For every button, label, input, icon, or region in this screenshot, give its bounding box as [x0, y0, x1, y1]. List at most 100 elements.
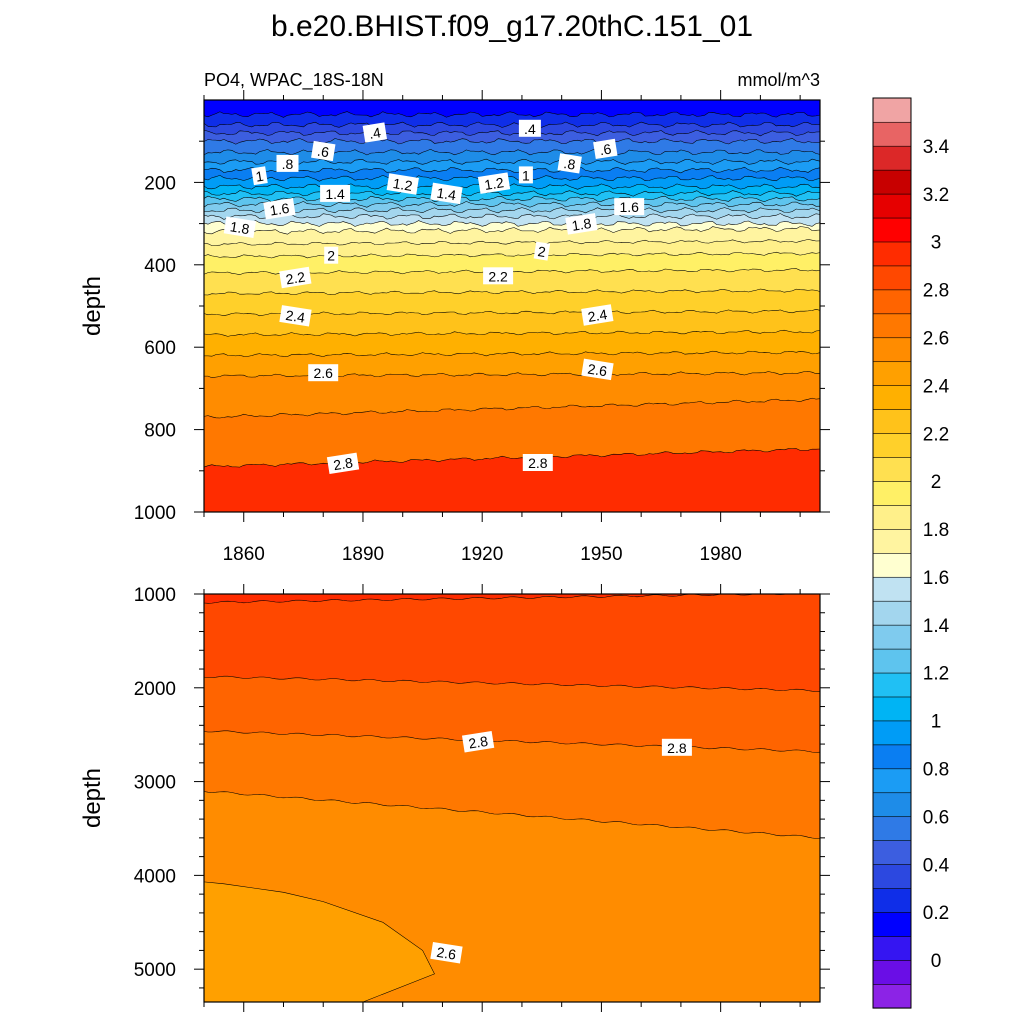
upper-contour-label-box — [324, 246, 339, 264]
upper-contour-label: 1.6 — [263, 197, 296, 220]
colorbar-tick-label: 1.4 — [923, 616, 950, 637]
upper-contour-label-text: 2.2 — [488, 268, 508, 284]
upper-contour-line — [204, 251, 820, 259]
upper-contour-line — [204, 183, 820, 190]
upper-contour-label: 2.8 — [522, 454, 553, 471]
colorbar-tick-label: 1 — [931, 712, 942, 733]
upper-contour-label: 2 — [324, 246, 339, 264]
upper-contour-label-box — [308, 364, 339, 382]
lower-contour-label-box — [461, 730, 495, 753]
upper-contour-label-box — [518, 166, 533, 184]
lower-panel-ticks: 1000 2000 3000 4000 5000 — [134, 584, 830, 1012]
upper-y-tick-label: 1000 — [134, 503, 176, 524]
upper-contour-label: 2.8 — [326, 452, 360, 475]
upper-contour-label-box — [581, 358, 614, 381]
colorbar-tick-label: 3.2 — [923, 185, 949, 206]
lower-contour-line — [204, 791, 820, 839]
lower-fill-band-26 — [204, 881, 435, 1002]
upper-contour-line — [204, 166, 820, 174]
upper-contour-label-text: 1.8 — [229, 218, 251, 237]
colorbar-frame — [872, 97, 912, 1009]
upper-contour-label-text: 2.8 — [528, 455, 548, 471]
upper-panel: .4 .4 .6 .6 .8 .8 1 1 1.2 1.2 1.4 1.4 1.6 1.6 1.8 1.8 2 2… — [79, 90, 830, 565]
upper-contour-label-text: 2.6 — [313, 365, 333, 381]
upper-contour-label-text: .8 — [563, 155, 577, 173]
upper-contour-line — [204, 174, 820, 182]
upper-contour-label-box — [320, 184, 351, 202]
upper-contour-label: 2.2 — [279, 266, 312, 289]
colorbar-swatch — [872, 217, 912, 243]
upper-contour-line — [204, 288, 820, 296]
upper-contour-label: .8 — [276, 154, 299, 172]
upper-contour-label-text: 2.2 — [285, 269, 307, 288]
lower-contour-label: 2.8 — [461, 730, 495, 753]
colorbar-tick-label: 0.6 — [923, 807, 949, 828]
upper-contour-label-box — [276, 154, 299, 172]
colorbar-swatch — [872, 720, 912, 746]
upper-contour-label-box — [311, 140, 336, 162]
upper-contour-line — [204, 195, 820, 203]
upper-y-tick-label: 600 — [144, 338, 176, 359]
colorbar-swatch — [872, 313, 912, 339]
upper-contour-line — [204, 350, 820, 357]
colorbar-swatch — [872, 169, 912, 195]
upper-contour-label-text: 2.4 — [285, 307, 307, 326]
upper-contour-label-text: 1 — [522, 167, 530, 183]
upper-contour-label: .6 — [593, 138, 618, 160]
upper-contour-label-text: 2.8 — [332, 454, 354, 473]
upper-fill-band — [204, 100, 820, 118]
upper-contour-line — [204, 137, 820, 145]
upper-contour-label-box — [565, 213, 598, 235]
upper-contour-label-box — [533, 241, 551, 261]
lower-y-tick-label: 3000 — [134, 773, 176, 794]
colorbar-swatch — [872, 265, 912, 291]
upper-contour-label-box — [263, 197, 296, 220]
colorbar-swatch — [872, 576, 912, 602]
upper-contour-label-text: 1.4 — [436, 184, 458, 203]
upper-contour-label: .4 — [518, 119, 541, 137]
upper-contour-label: 2.6 — [308, 364, 339, 382]
colorbar-swatch — [872, 241, 912, 267]
colorbar-tick-label: 0.4 — [923, 855, 950, 876]
colorbar-tick-label: 2 — [931, 472, 942, 493]
upper-x-tick-label: 1950 — [580, 544, 622, 565]
upper-contour-label: 1.2 — [477, 172, 511, 194]
upper-contour-label-box — [518, 119, 541, 137]
upper-contour-label-text: .8 — [282, 156, 294, 172]
lower-y-tick-label: 1000 — [134, 585, 176, 606]
colorbar-swatch — [872, 600, 912, 626]
upper-contour-label-text: .4 — [524, 121, 536, 137]
lower-fill-band — [204, 594, 820, 604]
upper-contour-label: .4 — [362, 122, 388, 143]
upper-contour-line — [204, 207, 820, 214]
colorbar-swatch — [872, 145, 912, 171]
upper-contour-label: 1.2 — [386, 173, 419, 195]
upper-contour-label-box — [362, 122, 388, 143]
upper-contour-label-box — [581, 304, 614, 326]
upper-contour-label: 1 — [518, 166, 533, 184]
colorbar-swatch — [872, 864, 912, 889]
colorbar-swatch — [872, 816, 912, 841]
colorbar-swatch — [872, 983, 912, 1009]
colorbar-swatch — [872, 361, 912, 386]
colorbar-swatch — [872, 792, 912, 818]
colorbar-tick-label: 0.2 — [923, 903, 949, 924]
upper-y-tick-label: 800 — [144, 421, 176, 442]
upper-contour-label: 1.4 — [430, 182, 463, 205]
lower-contour-label-text: 2.6 — [436, 944, 458, 963]
lower-y-tick-label: 4000 — [134, 866, 176, 887]
colorbar-tick-label: 3.4 — [923, 137, 950, 158]
colorbar-swatch — [872, 432, 912, 458]
upper-panel-ticks: 1860 1890 1920 1950 1980 200 400 600 800 1000 — [134, 90, 830, 565]
colorbar-swatch — [872, 959, 912, 985]
upper-contour-label: 2.2 — [483, 267, 514, 285]
upper-contour-label-text: 2.4 — [587, 306, 609, 325]
upper-y-tick-label: 200 — [144, 173, 176, 194]
upper-y-axis-label: depth — [79, 276, 106, 336]
colorbar-tick-label: 0.8 — [923, 760, 949, 781]
upper-contour-label-box — [251, 166, 268, 186]
colorbar-swatch — [872, 672, 912, 698]
lower-contour-line — [204, 594, 820, 604]
upper-contour-label: .6 — [311, 140, 336, 162]
